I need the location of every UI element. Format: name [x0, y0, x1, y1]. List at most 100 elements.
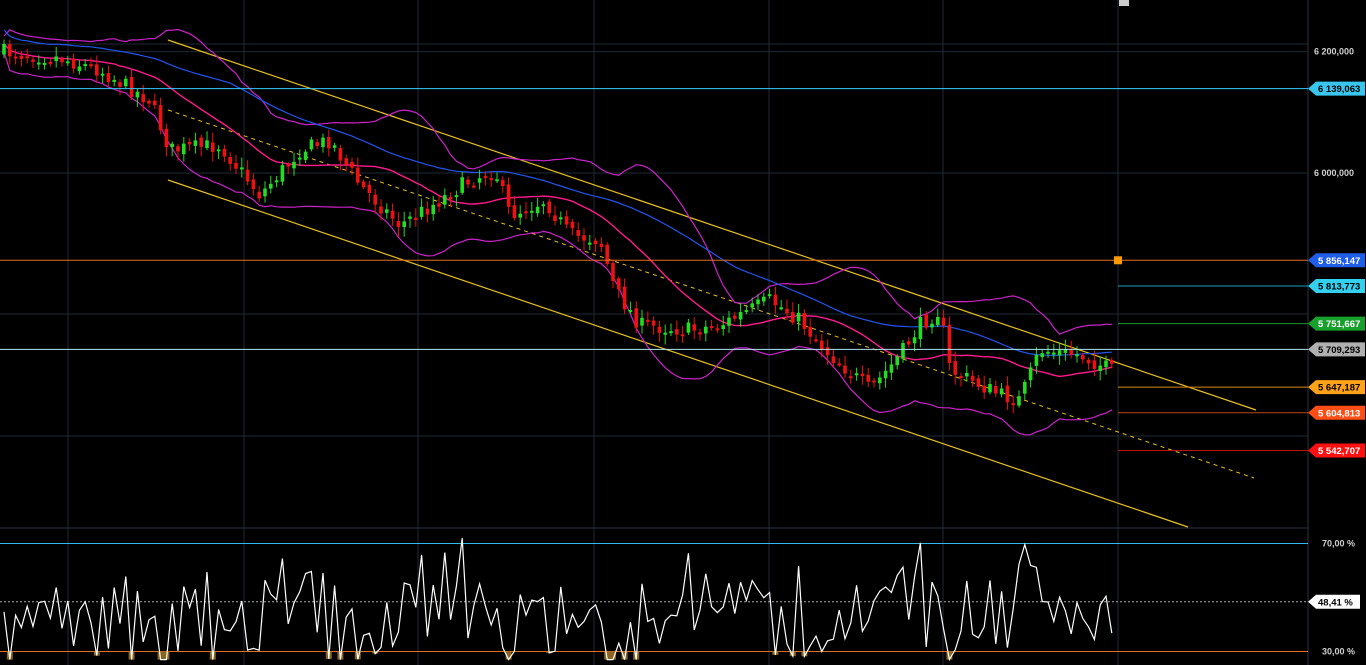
oscillator-panel: 70,00 % 30,00 %: [0, 538, 1355, 662]
candle: [889, 354, 894, 380]
candle-body: [843, 365, 847, 374]
candle-body: [918, 316, 923, 340]
candle: [605, 242, 609, 267]
candle: [663, 324, 667, 345]
candle: [912, 330, 917, 352]
candle: [448, 192, 453, 207]
candle-body: [71, 58, 76, 69]
candle: [263, 181, 267, 203]
candle-body: [332, 145, 337, 148]
candle: [959, 372, 963, 387]
candle: [553, 205, 557, 226]
candle-body: [414, 217, 418, 220]
candle: [651, 316, 656, 335]
candle: [1063, 339, 1068, 361]
candle: [733, 311, 737, 322]
candle: [13, 49, 18, 65]
candle-body: [1005, 385, 1010, 403]
candle-body: [396, 220, 401, 228]
candle-body: [779, 307, 783, 310]
candle-body: [796, 312, 801, 322]
candle-body: [1063, 348, 1068, 353]
candle-body: [924, 314, 928, 328]
candle-body: [501, 179, 505, 187]
candle: [599, 237, 604, 253]
candle: [48, 58, 53, 67]
candle: [1011, 395, 1015, 414]
candle-body: [744, 310, 749, 313]
candle-body: [245, 169, 250, 182]
level-tag-shape: [1308, 316, 1365, 331]
candle-body: [274, 180, 279, 183]
candle-body: [495, 179, 499, 182]
candle: [947, 316, 952, 371]
candle-body: [831, 356, 836, 363]
candle: [112, 75, 116, 87]
candle-body: [669, 331, 673, 334]
level-tag-label: 5 856,147: [1318, 256, 1360, 267]
candle: [994, 380, 998, 398]
bollinger-bands: [3, 28, 1113, 436]
candle: [193, 132, 198, 154]
candle: [327, 129, 331, 157]
candle: [646, 311, 650, 327]
candle: [129, 69, 134, 101]
candle: [767, 288, 772, 299]
candle: [1040, 349, 1044, 362]
candle: [791, 302, 795, 325]
candle-body: [582, 235, 586, 241]
candle-body: [141, 94, 145, 103]
candle: [164, 123, 169, 157]
candle: [692, 317, 696, 340]
candle-body: [263, 188, 267, 197]
candle: [535, 197, 540, 217]
candle-body: [338, 148, 343, 161]
candle: [77, 60, 82, 75]
candle-body: [901, 342, 905, 359]
candle-body: [164, 128, 169, 148]
candle: [773, 286, 778, 314]
candle-body: [118, 82, 122, 87]
level-tag: 5 542,707: [1308, 443, 1365, 458]
candle-body: [611, 262, 615, 282]
candle-body: [564, 216, 569, 225]
candle: [506, 177, 511, 214]
level-tag-shape: [1308, 253, 1365, 268]
candle-body: [854, 373, 859, 376]
candle: [31, 56, 35, 68]
candle-body: [367, 184, 372, 194]
candle-body: [13, 56, 18, 59]
candle: [854, 367, 859, 381]
candle-body: [912, 337, 917, 344]
candle-body: [280, 165, 285, 182]
candle-body: [83, 64, 87, 67]
candle-body: [715, 328, 720, 331]
candle: [240, 157, 244, 178]
oscillator-oversold-fill: [946, 651, 953, 660]
candle-body: [506, 184, 511, 207]
candle: [367, 180, 372, 203]
candle: [379, 199, 383, 220]
candle-body: [1104, 360, 1108, 368]
candle-body: [663, 332, 667, 335]
horizontal-levels: [0, 88, 1308, 451]
price-tick-label: 6 000,000: [1314, 168, 1354, 178]
candle-body: [605, 244, 609, 264]
oscillator-tick-label: 70,00 %: [1322, 539, 1355, 549]
candle-body: [1075, 354, 1079, 357]
level-tag: 5 647,187: [1308, 380, 1365, 395]
oscillator-current-tag: 48,41 %: [1308, 594, 1360, 609]
candle: [332, 142, 337, 152]
candle: [309, 136, 314, 152]
channel-lower-line: [167, 179, 1189, 528]
candle-body: [785, 308, 789, 314]
candle-body: [878, 377, 882, 384]
candle: [280, 160, 285, 186]
candle: [124, 75, 128, 89]
level-tag-shape: [1308, 81, 1365, 96]
candle: [495, 172, 499, 184]
candle: [245, 160, 250, 186]
level-tag: 5 709,293: [1308, 342, 1365, 357]
candle: [820, 333, 824, 358]
